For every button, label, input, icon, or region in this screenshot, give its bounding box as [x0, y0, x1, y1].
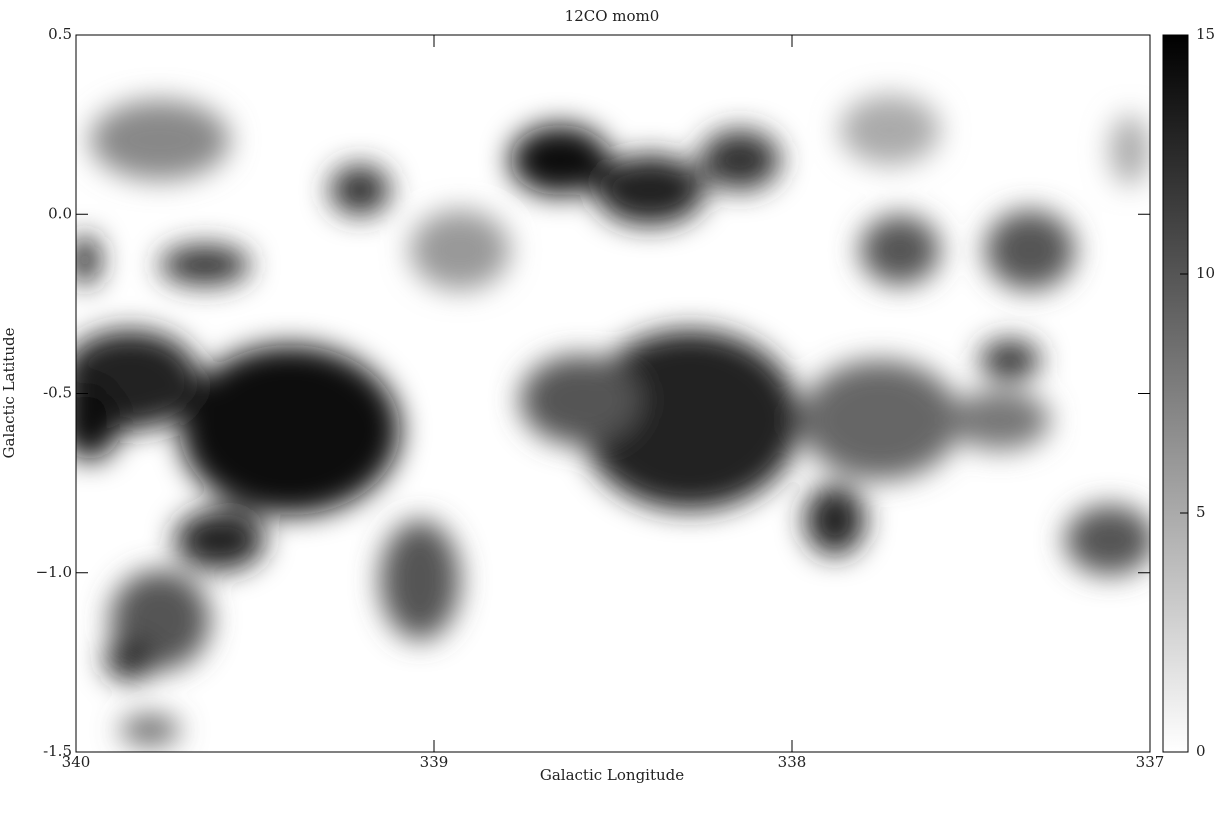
- y-tick-label: -0.5: [43, 384, 72, 402]
- chart-title: 12CO mom0: [565, 7, 660, 25]
- colorbar-tick-label: 10: [1196, 264, 1215, 282]
- emission-map: [60, 95, 1155, 745]
- x-axis-label: Galactic Longitude: [540, 766, 684, 784]
- y-tick-label: −1.0: [36, 563, 72, 581]
- x-tick-label: 337: [1136, 753, 1165, 771]
- colorbar-tick-label: 0: [1196, 742, 1206, 760]
- y-tick-label: 0.0: [48, 204, 72, 222]
- y-tick-label: -1.5: [43, 742, 72, 760]
- y-tick-label: 0.5: [48, 25, 72, 43]
- x-tick-label: 339: [420, 753, 449, 771]
- colorbar-tick-label: 15: [1196, 25, 1215, 43]
- y-axis-label: Galactic Latitude: [0, 327, 18, 458]
- chart: 12CO mom0 Galactic Longitude Galactic La…: [0, 0, 1223, 818]
- colorbar-tick-label: 5: [1196, 503, 1206, 521]
- x-tick-label: 338: [778, 753, 807, 771]
- colorbar: [1163, 35, 1188, 752]
